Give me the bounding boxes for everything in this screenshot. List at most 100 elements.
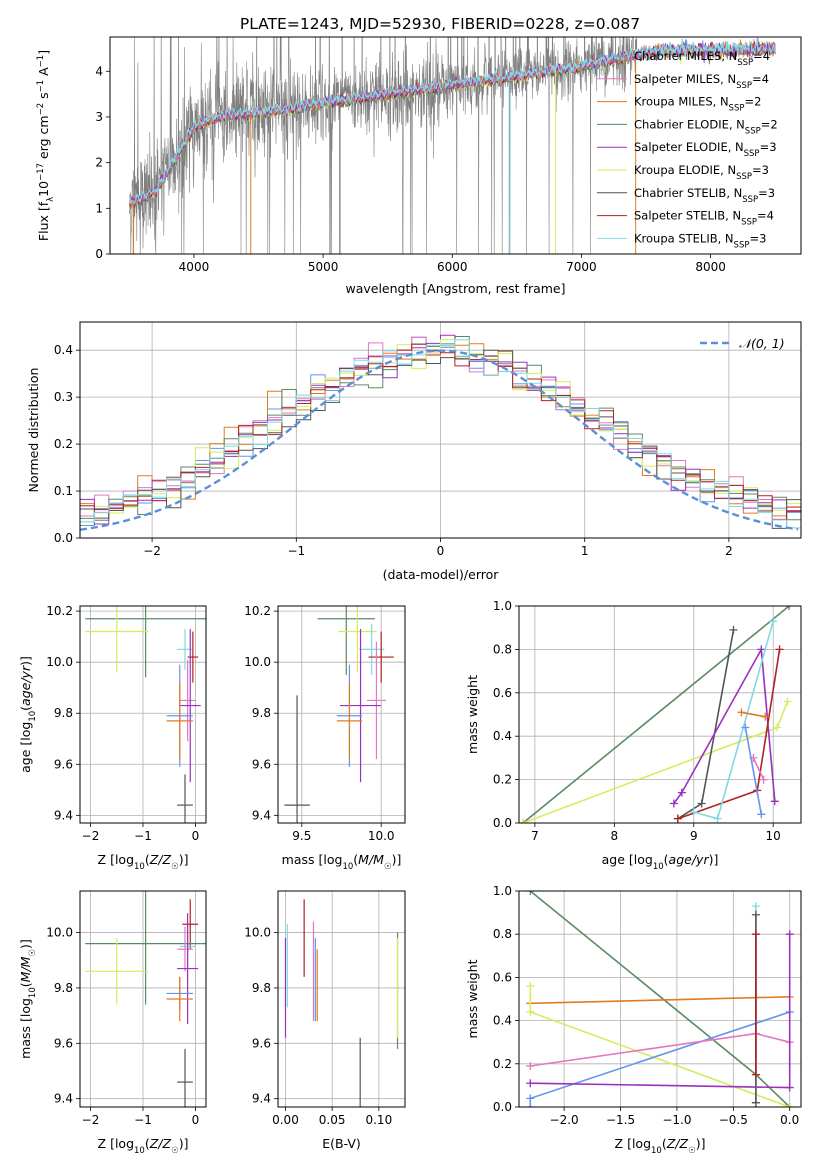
weight-line-chabrier_elodie: [529, 891, 791, 1107]
axes-frame: [277, 890, 406, 1108]
figure-title: PLATE=1243, MJD=52930, FIBERID=0228, z=0…: [240, 15, 640, 33]
x-tick-label: 0: [437, 544, 445, 558]
legend-label-kroupa_miles-part: =2: [744, 95, 761, 109]
y-axis-label-part: s: [36, 92, 51, 103]
y-axis-label-part: erg cm: [36, 115, 51, 163]
y-tick-label: 10.0: [244, 655, 271, 669]
legend-label-chabrier_stelib-part: Chabrier STELIB, N: [634, 186, 742, 200]
axes-frame: [79, 890, 207, 1108]
y-axis-label: Normed distribution: [26, 368, 41, 493]
x-axis-label-part: Z [log: [98, 852, 134, 867]
x-axis-label-part: ☉: [171, 1146, 179, 1156]
y-axis-label: age [log10(age/yr)]: [18, 656, 38, 773]
y-tick-label: 9.6: [54, 1036, 73, 1050]
weight-marker-salpeter_miles: [749, 753, 758, 762]
y-tick-label: 9.8: [54, 706, 73, 720]
errorbar-plot: [85, 891, 206, 1107]
y-tick-label: 0.0: [493, 816, 512, 830]
y-tick-label: 0.4: [493, 729, 512, 743]
histogram-kroupa_stelib: [80, 339, 801, 538]
weight-marker-salpeter_elodie: [770, 797, 779, 806]
x-axis-label-part: ☉: [384, 862, 392, 872]
y-axis-label-part: A: [36, 67, 51, 80]
y-axis-label-part: 10: [36, 181, 51, 197]
x-tick-label: −2.0: [550, 1113, 579, 1127]
errorbar-point-kroupa_miles: [336, 682, 363, 760]
histogram-plot: [80, 334, 801, 538]
weight-marker-chabrier_stelib: [729, 625, 738, 634]
y-tick-label: 1.0: [493, 884, 512, 898]
weight-marker-kroupa_elodie: [519, 819, 527, 823]
errorbar-point-salpeter_miles: [366, 641, 386, 760]
panel-residuals: −2 −1 0 1 2 0.0 0.1 0.2 0.3 0.4 (data-model)/error…: [26, 321, 802, 582]
y-axis-label-part: age/yr: [18, 665, 33, 706]
errorbar-point-kroupa_elodie: [85, 606, 149, 673]
errorbar-point-salpeter_elodie: [177, 913, 199, 1024]
y-tick-label: 10.0: [244, 926, 271, 940]
x-axis-label-part: age/yr: [669, 852, 710, 867]
y-tick-label: 0.0: [54, 531, 73, 545]
weight-marker-kroupa_stelib: [713, 814, 722, 823]
legend-label-salpeter_stelib-part: Salpeter STELIB, N: [634, 209, 741, 223]
weight-marker-chabrier_stelib: [751, 910, 760, 919]
y-tick-label: 1: [95, 201, 103, 215]
legend-label-kroupa_stelib-part: SSP: [734, 240, 750, 250]
errorbar-point-salpeter_stelib: [368, 631, 394, 683]
legend-label-salpeter_miles: Salpeter MILES, NSSP=4: [634, 72, 769, 91]
legend-label-salpeter_elodie-part: =3: [760, 140, 777, 154]
y-tick-label: 0.1: [54, 484, 73, 498]
x-axis-label-part: Z [log: [615, 1136, 651, 1151]
weight-line-chabrier_elodie: [522, 606, 790, 823]
x-axis-label-part: (: [353, 852, 358, 867]
weight-marker-kroupa_elodie: [773, 723, 782, 732]
errorbar-point-chabrier_elodie: [85, 891, 206, 1005]
weight-line-kroupa_miles: [530, 996, 790, 1005]
x-tick-label: 0.10: [365, 1113, 392, 1127]
y-tick-label: 9.4: [54, 1092, 73, 1106]
x-tick-label: 6000: [437, 260, 468, 274]
weight-line-kroupa_elodie: [522, 701, 789, 823]
x-axis-label-part: ☉: [688, 1146, 696, 1156]
weight-marker-kroupa_stelib: [751, 902, 760, 911]
x-axis-label-part: )]: [179, 852, 189, 867]
y-axis-label: mass [log10(M/M☉)]: [18, 939, 38, 1059]
legend-label-kroupa_stelib-part: =3: [749, 231, 766, 245]
x-axis-label-part: (: [145, 852, 150, 867]
errorbar-point-kroupa_elodie: [85, 938, 149, 1005]
errorbar-point-salpeter_miles: [177, 927, 193, 972]
errorbar-point-chabrier_stelib: [177, 774, 193, 823]
weight-marker-kroupa_stelib: [769, 617, 778, 626]
axes-frame: [109, 36, 802, 255]
grid: [278, 891, 405, 1107]
weight-marker-kroupa_miles: [737, 708, 746, 717]
legend-label-kroupa_stelib-part: Kroupa STELIB, N: [634, 231, 734, 245]
x-axis-label-part: Z/Z: [149, 1136, 172, 1151]
weight-marker-kroupa_elodie: [526, 982, 535, 991]
errorbar-plot: [284, 606, 394, 823]
x-tick-label: −1: [134, 829, 152, 843]
observed-spectrum-line: [129, 37, 638, 254]
legend-label-salpeter_stelib: Salpeter STELIB, NSSP=4: [634, 209, 774, 228]
x-tick-label: −2: [143, 544, 161, 558]
x-tick-label: 10.0: [368, 829, 395, 843]
x-tick-label: 0.00: [272, 1113, 299, 1127]
legend: Chabrier MILES, NSSP=4 Salpeter MILES, NS…: [597, 49, 778, 250]
y-axis-label-part: −1: [36, 55, 46, 68]
weight-plot: [526, 891, 794, 1107]
legend-label-kroupa_elodie: Kroupa ELODIE, NSSP=3: [634, 163, 769, 182]
legend-label-chabrier_stelib-part: SSP: [742, 195, 758, 205]
weight-line-salpeter_miles: [752, 757, 765, 780]
panel-age_vs_mass: 9.5 10.0 9.4 9.6 9.8 10.0 10.2 mass [log10(M/M☉…: [244, 604, 406, 872]
weight-marker-salpeter_stelib: [775, 645, 784, 654]
weight-marker-kroupa_miles: [761, 712, 770, 721]
weight-marker-chabrier_miles: [757, 810, 766, 819]
legend-label-chabrier_miles: Chabrier MILES, NSSP=4: [634, 49, 770, 68]
weight-marker-salpeter_stelib: [751, 1070, 760, 1079]
legend-label-salpeter_miles-part: SSP: [736, 81, 752, 91]
x-tick-label: −1: [134, 1113, 152, 1127]
legend-label-chabrier_stelib: Chabrier STELIB, NSSP=3: [634, 186, 775, 205]
y-tick-label: 10.0: [46, 655, 73, 669]
y-tick-label: 9.8: [252, 706, 271, 720]
y-tick-label: 9.6: [252, 1036, 271, 1050]
